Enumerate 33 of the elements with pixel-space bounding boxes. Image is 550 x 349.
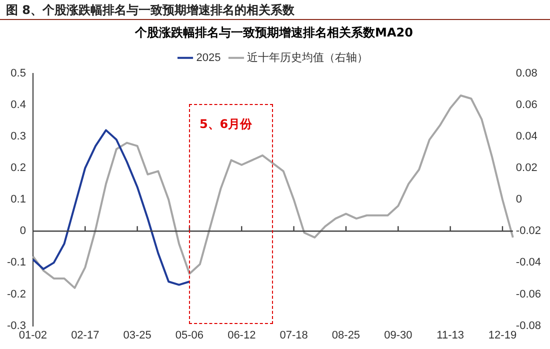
x-tick-label: 05-06 <box>175 329 204 342</box>
x-tick-label: 03-25 <box>123 329 152 342</box>
y2-tick-label: 0 <box>516 194 522 206</box>
y-tick-label: -0.2 <box>6 288 26 300</box>
y-tick-label: 0.2 <box>10 162 26 174</box>
legend-label: 近十年历史均值（右轴） <box>247 50 368 64</box>
chart-title: 图 8、个股涨跌幅排名与一致预期增速排名的相关系数 <box>0 0 550 20</box>
x-tick-label: 07-18 <box>280 329 308 342</box>
y2-tick-label: -0.06 <box>516 288 542 300</box>
y2-tick-label: 0.08 <box>516 67 538 80</box>
y2-tick-label: -0.02 <box>516 225 542 238</box>
x-tick-label: 02-17 <box>71 329 100 342</box>
legend-label: 2025 <box>196 52 221 64</box>
x-tick-label: 09-30 <box>384 329 412 342</box>
y-tick-label: -0.1 <box>6 256 26 269</box>
x-tick-label: 01-02 <box>18 329 48 342</box>
y-tick-label: 0.5 <box>10 67 26 80</box>
y2-tick-label: 0.04 <box>516 130 538 143</box>
x-tick-label: 12-19 <box>488 329 517 342</box>
chart-subtitle: 个股涨跌幅排名与一致预期增速排名相关系数MA20 <box>134 25 413 40</box>
x-tick-label: 11-13 <box>436 329 464 342</box>
y-tick-label: 0 <box>20 225 26 238</box>
y-tick-label: 0.3 <box>10 130 26 143</box>
x-tick-label: 08-25 <box>332 329 360 342</box>
x-tick-label: 06-12 <box>228 329 256 342</box>
y2-tick-label: -0.04 <box>516 256 542 269</box>
y-tick-label: 0.1 <box>10 194 26 206</box>
y2-tick-label: -0.08 <box>516 320 542 332</box>
y-tick-label: -0.3 <box>6 320 26 332</box>
annotation: 5、6月份 <box>199 116 252 133</box>
y2-tick-label: 0.02 <box>516 162 538 174</box>
y2-tick-label: 0.06 <box>516 98 538 111</box>
y-tick-label: 0.4 <box>10 98 26 111</box>
